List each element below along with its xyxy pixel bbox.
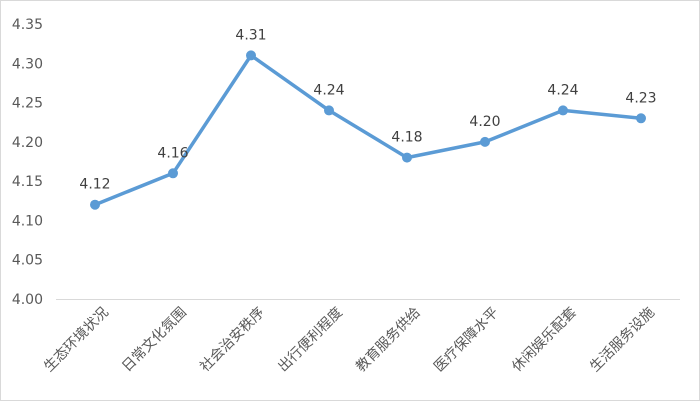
data-label-layer: 4.12 4.16 4.31 4.24 4.18 4.20 4.24 4.23 <box>79 27 656 192</box>
x-tick-label: 教育服务供给 <box>353 305 424 376</box>
x-tick-label: 出行便利程度 <box>275 305 346 376</box>
data-label: 4.23 <box>625 90 656 106</box>
series-layer <box>90 50 646 210</box>
data-point <box>402 152 412 163</box>
data-point <box>168 168 178 179</box>
y-tick-label: 4.05 <box>12 253 43 269</box>
x-tick-label: 生态环境状况 <box>41 305 112 376</box>
x-tick-label: 生活服务设施 <box>587 305 658 376</box>
x-tick-label: 医疗保障水平 <box>431 305 502 376</box>
series-line <box>93 53 643 207</box>
x-axis: 生态环境状况 日常文化氛围 社会治安秩序 出行便利程度 教育服务供给 医疗保障水平 休闲娱乐… <box>41 299 680 376</box>
data-label: 4.31 <box>235 27 266 43</box>
data-label: 4.12 <box>79 177 110 193</box>
data-point <box>480 136 490 147</box>
y-tick-label: 4.25 <box>12 96 43 112</box>
data-point <box>324 105 334 116</box>
data-point <box>90 199 100 210</box>
x-tick-label: 社会治安秩序 <box>197 305 268 376</box>
y-tick-label: 4.20 <box>12 135 43 151</box>
y-tick-label: 4.30 <box>12 56 43 72</box>
y-tick-label: 4.00 <box>12 292 43 308</box>
x-tick-label: 休闲娱乐配套 <box>509 305 580 376</box>
y-tick-label: 4.15 <box>12 174 43 190</box>
data-label: 4.16 <box>157 145 188 161</box>
data-point <box>246 50 256 61</box>
data-label: 4.24 <box>547 82 578 98</box>
data-label: 4.20 <box>469 114 500 130</box>
y-axis: 4.00 4.05 4.10 4.15 4.20 4.25 4.30 4.35 <box>12 17 43 308</box>
y-tick-label: 4.35 <box>12 17 43 33</box>
data-label: 4.24 <box>313 82 344 98</box>
data-point <box>558 105 568 116</box>
y-tick-label: 4.10 <box>12 213 43 229</box>
data-point <box>636 113 646 124</box>
data-label: 4.18 <box>391 130 422 146</box>
x-tick-label: 日常文化氛围 <box>119 305 190 376</box>
